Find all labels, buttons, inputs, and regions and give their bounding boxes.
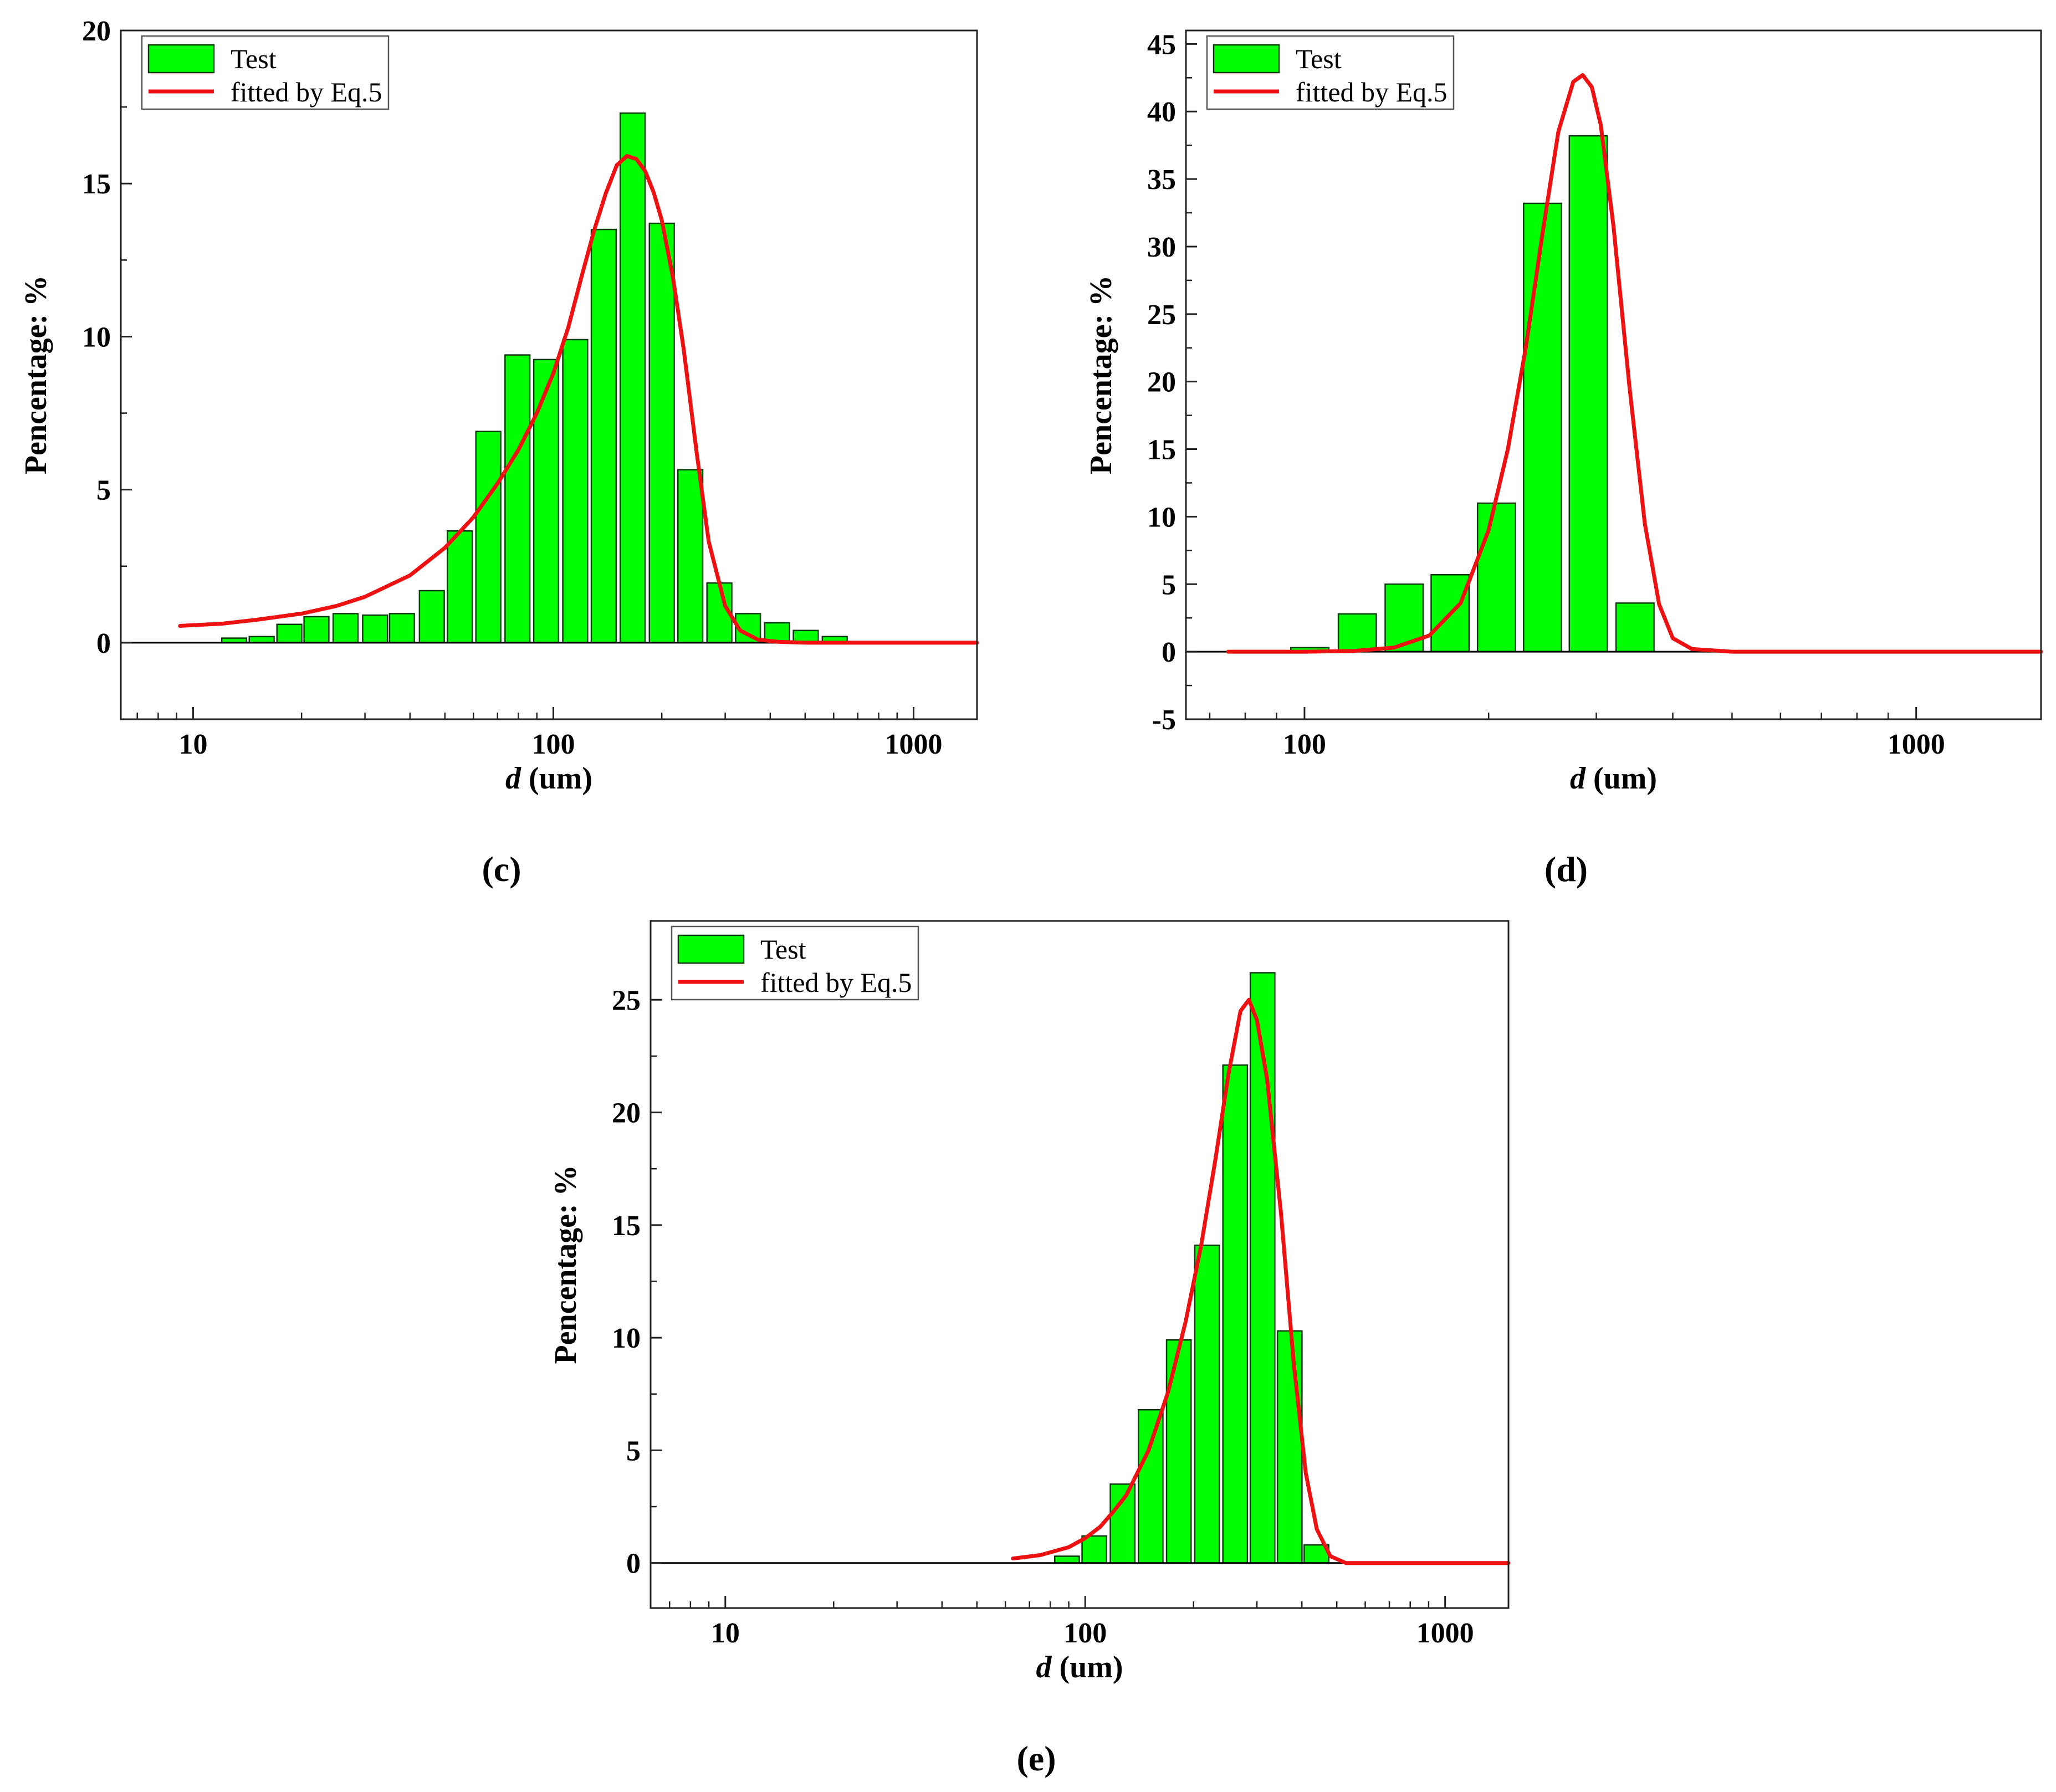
y-tick-label: -5 — [1152, 704, 1176, 736]
bar-7 — [1249, 972, 1276, 1564]
bar-7 — [1615, 602, 1655, 653]
x-axis-label-unit: (um) — [1586, 761, 1657, 796]
bar-4 — [1476, 502, 1516, 653]
bar-3 — [303, 616, 330, 644]
y-tick-label: 45 — [1147, 29, 1176, 60]
bar-6 — [1568, 135, 1608, 653]
y-tick-label: 5 — [96, 475, 111, 506]
y-axis-label: Pencentage: % — [19, 275, 53, 474]
bar-9 — [475, 431, 502, 644]
bar-6 — [388, 613, 415, 644]
x-tick-label: 1000 — [1416, 1617, 1474, 1649]
y-axis-label: Pencentage: % — [1084, 275, 1118, 474]
y-tick-label: 0 — [96, 628, 111, 659]
y-tick-label: 0 — [626, 1548, 641, 1580]
bar-5 — [1194, 1245, 1220, 1564]
x-tick-label: 100 — [531, 729, 575, 760]
bar-0 — [1054, 1555, 1080, 1564]
y-tick-label: 15 — [612, 1210, 641, 1242]
bar-1 — [1081, 1535, 1108, 1564]
bar-16 — [677, 469, 704, 644]
bar-5 — [1523, 202, 1562, 653]
bar-6 — [1222, 1064, 1249, 1564]
x-tick-label: 100 — [1283, 729, 1326, 760]
x-axis-label-var: d — [1036, 1650, 1052, 1685]
bar-15 — [648, 222, 675, 644]
bar-4 — [332, 613, 359, 644]
x-tick-label: 1000 — [885, 729, 943, 760]
y-tick-label: 15 — [82, 168, 111, 200]
bar-1 — [1337, 613, 1377, 653]
y-tick-label: 0 — [1162, 637, 1176, 668]
chart-panel-e: 0 5 10 15 20 25 10 100 1000 d (um) Pencentage: % Te… — [549, 920, 1511, 1778]
chart-panel-c: 0 5 10 15 20 10 100 1000 d (um) Pencentage: % Test… — [19, 16, 979, 889]
y-tick-label: 10 — [612, 1323, 641, 1354]
fit-curve — [1011, 997, 1511, 1565]
y-tick-label: 35 — [1147, 164, 1176, 196]
y-tick-label: 15 — [1147, 434, 1176, 466]
x-axis-label: d (um) — [1570, 761, 1657, 796]
bar-12 — [562, 339, 589, 644]
bar-5 — [362, 614, 388, 644]
bar-3 — [1137, 1409, 1164, 1564]
bar-2 — [276, 623, 303, 644]
panel-label: (d) — [1544, 849, 1588, 889]
x-tick-label: 10 — [711, 1617, 740, 1649]
y-tick-label: 5 — [1162, 569, 1176, 601]
bar-8 — [447, 530, 473, 644]
y-tick-label: 25 — [612, 985, 641, 1016]
legend-line-label: fitted by Eq.5 — [1296, 76, 1448, 107]
legend-line-label: fitted by Eq.5 — [231, 76, 382, 107]
y-axis-label: Pencentage: % — [549, 1165, 583, 1364]
plot-frame — [120, 29, 978, 720]
y-tick-label: 40 — [1147, 96, 1176, 128]
y-tick-label: 20 — [1147, 367, 1176, 398]
y-tick-label: 30 — [1147, 232, 1176, 263]
y-tick-label: 25 — [1147, 299, 1176, 331]
bar-10 — [504, 354, 531, 644]
x-axis-label-var: d — [505, 761, 521, 796]
legend-bar-swatch — [147, 44, 215, 74]
legend-bar-swatch — [1213, 44, 1280, 74]
y-tick-label: 10 — [1147, 501, 1176, 533]
bar-1 — [248, 636, 275, 644]
bar-7 — [418, 590, 445, 644]
fit-curve — [1226, 73, 2043, 654]
y-tick-label: 5 — [626, 1435, 641, 1467]
bar-11 — [533, 359, 560, 644]
y-tick-label: 10 — [82, 321, 111, 353]
x-axis-label-var: d — [1570, 761, 1586, 796]
x-axis-label-unit: (um) — [521, 761, 592, 796]
bar-4 — [1165, 1339, 1192, 1564]
y-tick-label: 20 — [612, 1098, 641, 1129]
panel-label: (c) — [482, 849, 521, 889]
y-tick-label: 20 — [82, 16, 111, 47]
bar-2 — [1109, 1483, 1136, 1564]
plot-frame — [1185, 29, 2042, 720]
x-tick-label: 100 — [1063, 1617, 1107, 1649]
chart-panel-d: -5 0 5 10 15 20 25 30 35 40 45 100 1000 d (um) Pencent… — [1084, 29, 2043, 889]
panel-label: (e) — [1016, 1739, 1056, 1778]
legend-bar-swatch — [677, 934, 745, 964]
x-axis-label: d (um) — [1036, 1650, 1123, 1685]
legend-bar-label: Test — [231, 43, 277, 74]
bar-14 — [619, 112, 646, 644]
legend-line-label: fitted by Eq.5 — [760, 967, 912, 998]
x-axis-label-unit: (um) — [1051, 1650, 1123, 1685]
x-tick-label: 10 — [178, 729, 207, 760]
plot-frame — [649, 920, 1510, 1609]
bar-8 — [1276, 1330, 1303, 1564]
x-tick-label: 1000 — [1888, 729, 1945, 760]
fit-curve — [178, 154, 979, 645]
legend-bar-label: Test — [1296, 43, 1342, 74]
x-axis-label: d (um) — [505, 761, 592, 796]
legend-bar-label: Test — [760, 934, 806, 965]
bar-13 — [590, 228, 617, 644]
